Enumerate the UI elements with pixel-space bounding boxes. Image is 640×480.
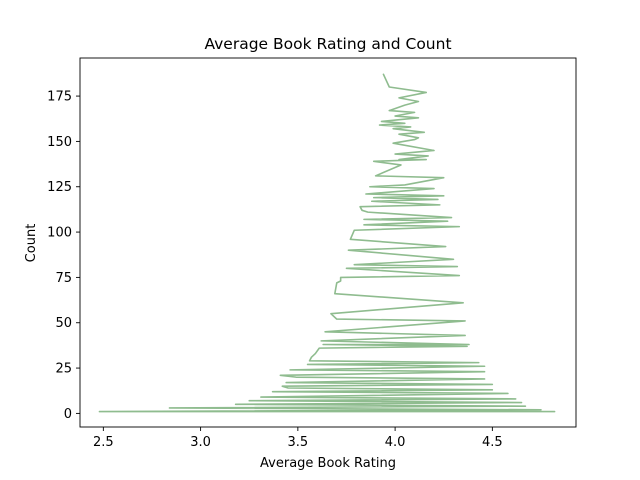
- x-axis-title: Average Book Rating: [260, 456, 396, 471]
- x-tick-label: 3.0: [190, 435, 211, 450]
- chart-title: Average Book Rating and Count: [204, 35, 451, 53]
- series-line-0: [98, 73, 556, 413]
- y-tick-label: 75: [55, 271, 72, 286]
- x-tick-label: 3.5: [288, 435, 309, 450]
- plot-frame: [79, 57, 577, 428]
- x-tick-label: 4.5: [482, 435, 503, 450]
- y-tick-label: 0: [64, 407, 72, 422]
- y-tick-label: 25: [55, 362, 72, 377]
- plot-area: 2.5 3.0 3.5 4.0 4.5 0 25 50 75 100 125 150 175: [47, 57, 577, 450]
- x-tick-label: 2.5: [93, 435, 114, 450]
- y-axis-title: Count: [24, 224, 39, 263]
- y-tick-label: 175: [47, 90, 72, 105]
- y-tick-label: 50: [55, 316, 72, 331]
- x-tick-label: 4.0: [385, 435, 406, 450]
- y-tick-label: 125: [47, 180, 72, 195]
- y-tick-label: 100: [47, 226, 72, 241]
- y-tick-label: 150: [47, 135, 72, 150]
